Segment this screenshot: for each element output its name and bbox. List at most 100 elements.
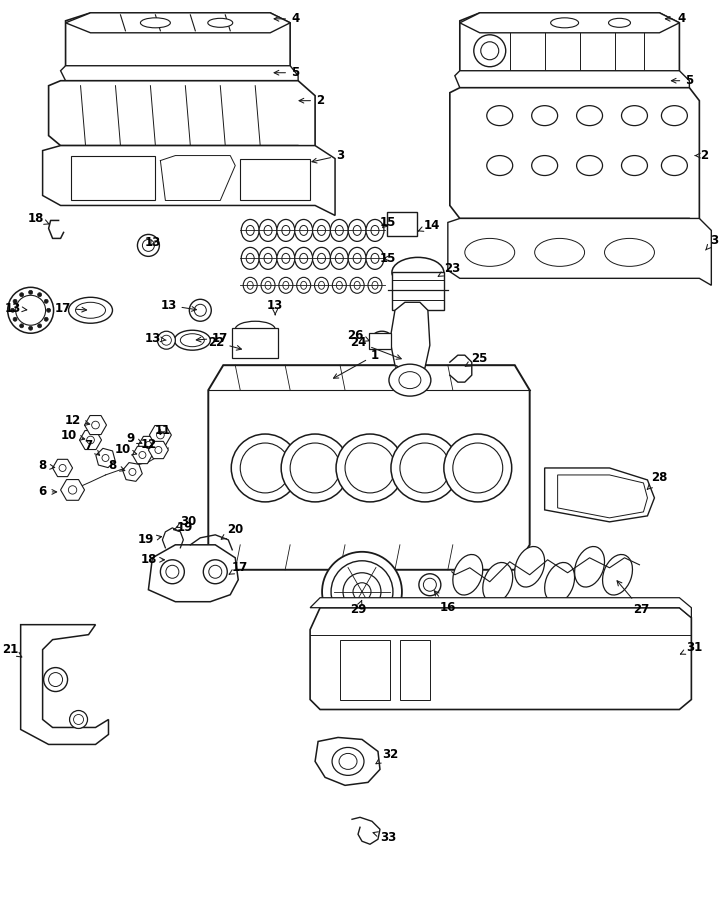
- Text: 19: 19: [174, 521, 194, 535]
- Text: 8: 8: [38, 460, 54, 473]
- Ellipse shape: [44, 668, 68, 691]
- Ellipse shape: [319, 282, 325, 289]
- Polygon shape: [43, 146, 335, 215]
- Ellipse shape: [13, 318, 17, 321]
- Ellipse shape: [317, 225, 325, 236]
- Ellipse shape: [295, 248, 313, 269]
- Text: 5: 5: [672, 74, 693, 87]
- Text: 14: 14: [418, 219, 440, 232]
- Ellipse shape: [279, 277, 293, 293]
- Text: 2: 2: [695, 149, 709, 162]
- Ellipse shape: [534, 238, 584, 266]
- Ellipse shape: [391, 434, 459, 502]
- Ellipse shape: [259, 220, 277, 241]
- Ellipse shape: [189, 300, 211, 321]
- Ellipse shape: [331, 561, 393, 623]
- Ellipse shape: [301, 282, 306, 289]
- Polygon shape: [448, 219, 711, 285]
- Polygon shape: [80, 430, 102, 449]
- Text: 29: 29: [350, 600, 366, 617]
- Text: 9: 9: [126, 431, 142, 445]
- Ellipse shape: [621, 156, 648, 176]
- Polygon shape: [460, 13, 680, 81]
- Text: 7: 7: [84, 438, 99, 455]
- Text: 13: 13: [160, 299, 197, 311]
- Text: 17: 17: [196, 332, 229, 345]
- Polygon shape: [132, 446, 152, 464]
- Ellipse shape: [605, 238, 654, 266]
- Ellipse shape: [232, 434, 299, 502]
- Text: 4: 4: [274, 13, 299, 25]
- Polygon shape: [60, 480, 84, 500]
- Ellipse shape: [241, 220, 259, 241]
- Text: 26: 26: [347, 328, 370, 342]
- Ellipse shape: [317, 254, 325, 264]
- Text: 28: 28: [647, 472, 668, 490]
- Polygon shape: [20, 625, 108, 744]
- Ellipse shape: [603, 554, 632, 595]
- Polygon shape: [450, 87, 699, 225]
- Text: 16: 16: [434, 590, 456, 614]
- Text: 11: 11: [154, 424, 171, 436]
- Ellipse shape: [261, 277, 275, 293]
- Polygon shape: [558, 475, 648, 518]
- Ellipse shape: [371, 225, 379, 236]
- Text: 3: 3: [706, 234, 719, 250]
- Ellipse shape: [368, 277, 382, 293]
- Ellipse shape: [195, 304, 206, 316]
- Text: 20: 20: [221, 523, 243, 539]
- Polygon shape: [139, 436, 158, 454]
- Ellipse shape: [483, 562, 513, 603]
- Ellipse shape: [353, 254, 361, 264]
- Ellipse shape: [343, 572, 381, 611]
- Polygon shape: [84, 416, 107, 435]
- Ellipse shape: [544, 562, 574, 603]
- Ellipse shape: [277, 248, 295, 269]
- Ellipse shape: [8, 287, 54, 333]
- Ellipse shape: [531, 105, 558, 126]
- Ellipse shape: [264, 225, 272, 236]
- Text: 13: 13: [267, 299, 283, 315]
- Text: 12: 12: [140, 437, 157, 451]
- Ellipse shape: [235, 338, 275, 353]
- Ellipse shape: [354, 282, 360, 289]
- Ellipse shape: [312, 248, 330, 269]
- Ellipse shape: [515, 546, 544, 587]
- Ellipse shape: [366, 220, 384, 241]
- Ellipse shape: [550, 18, 579, 28]
- Ellipse shape: [335, 254, 343, 264]
- Ellipse shape: [70, 710, 88, 728]
- Polygon shape: [65, 13, 290, 76]
- Ellipse shape: [76, 302, 105, 319]
- Ellipse shape: [44, 318, 48, 321]
- Ellipse shape: [486, 156, 513, 176]
- Ellipse shape: [140, 18, 171, 28]
- Ellipse shape: [312, 220, 330, 241]
- Polygon shape: [148, 441, 168, 459]
- Text: 30: 30: [176, 516, 197, 528]
- Ellipse shape: [314, 277, 328, 293]
- Ellipse shape: [180, 334, 204, 346]
- Ellipse shape: [246, 254, 254, 264]
- Ellipse shape: [661, 156, 688, 176]
- Ellipse shape: [282, 225, 290, 236]
- Ellipse shape: [330, 220, 348, 241]
- Ellipse shape: [243, 277, 257, 293]
- Text: 8: 8: [108, 460, 125, 473]
- Ellipse shape: [576, 105, 603, 126]
- Ellipse shape: [264, 254, 272, 264]
- FancyBboxPatch shape: [387, 212, 417, 237]
- Ellipse shape: [336, 434, 404, 502]
- Text: 31: 31: [680, 641, 703, 654]
- Text: 21: 21: [3, 644, 22, 657]
- Text: 19: 19: [137, 534, 161, 546]
- Polygon shape: [60, 66, 298, 86]
- Ellipse shape: [73, 715, 83, 724]
- Ellipse shape: [339, 753, 357, 770]
- Polygon shape: [65, 13, 290, 32]
- Ellipse shape: [372, 282, 378, 289]
- Ellipse shape: [574, 546, 605, 587]
- Polygon shape: [148, 544, 238, 602]
- Ellipse shape: [661, 105, 688, 126]
- Text: 22: 22: [208, 336, 242, 350]
